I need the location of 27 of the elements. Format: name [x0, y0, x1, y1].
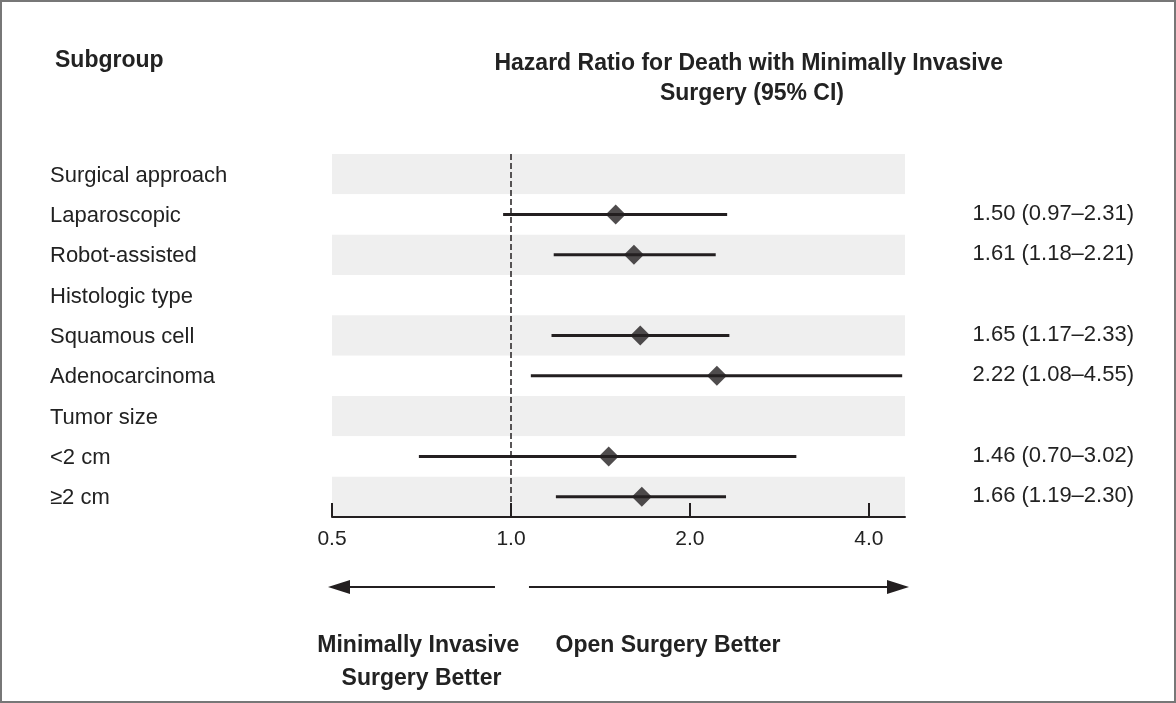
y-tick-label: ≥2 cm [50, 484, 110, 510]
y-tick-label: Squamous cell [50, 323, 195, 348]
chart-title: Hazard Ratio for Death with Minimally Invasive Surgery (95% CI) [494, 49, 1010, 105]
y-axis-title: Subgroup [55, 45, 164, 72]
x-tick-label: 2.0 [675, 526, 705, 549]
y-tick-label: Histologic type [50, 282, 194, 308]
x-tick-label: 0.5 [317, 526, 347, 549]
point [623, 244, 644, 265]
point [706, 365, 727, 386]
y-tick-label: <2 cm [50, 444, 111, 469]
y-tick-label: Surgical approach [50, 161, 228, 187]
data-label: 1.46 (0.70–3.02) [972, 442, 1135, 467]
data-label: 2.22 (1.08–4.55) [972, 361, 1135, 387]
x-tick-label: 4.0 [854, 526, 884, 549]
y-tick-label: Laparoscopic [50, 202, 181, 227]
data-label: 1.66 (1.19–2.30) [972, 482, 1135, 508]
y-tick-label: Adenocarcinoma [50, 363, 216, 389]
data-label: 1.50 (0.97–2.31) [972, 200, 1135, 225]
x-tick-label: 1.0 [496, 526, 526, 549]
text: Minimally Invasive Surgery Better [317, 630, 526, 690]
data-label: 1.61 (1.18–2.21) [972, 240, 1135, 266]
data-label: 1.65 (1.17–2.33) [972, 321, 1135, 346]
y-tick-label: Tumor size [50, 403, 158, 429]
point [630, 325, 651, 346]
y-tick-label: Robot-assisted [50, 242, 197, 268]
point [631, 486, 652, 507]
text: Open Surgery Better [555, 630, 781, 657]
